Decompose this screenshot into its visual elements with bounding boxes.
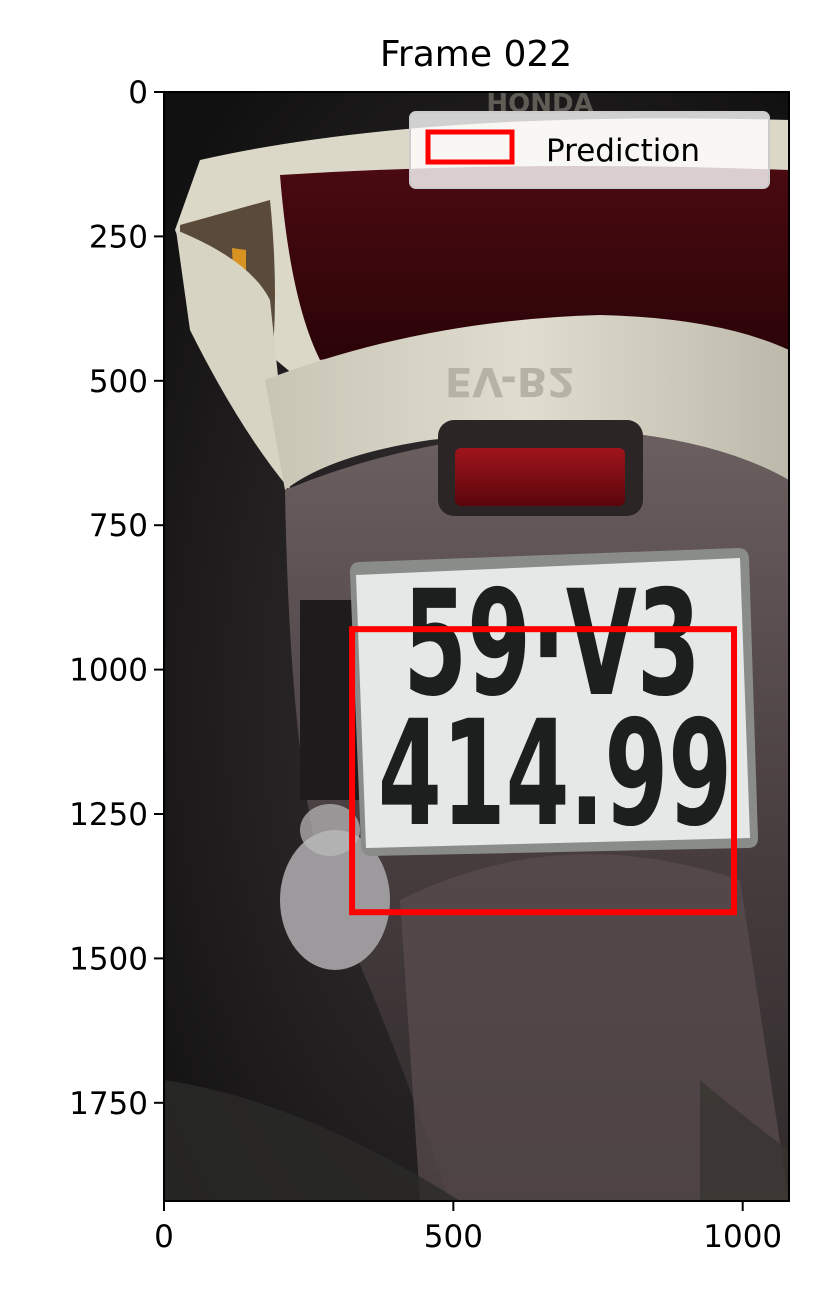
plate-line-2: 414.99 (378, 689, 732, 859)
legend-label-prediction: Prediction (546, 133, 700, 169)
x-tick-label: 500 (424, 1219, 483, 1255)
photo: EV-B2 59·V3 414.99 HONDA (164, 92, 789, 1201)
y-tick-label: 1250 (69, 797, 148, 833)
y-tick-label: 0 (128, 75, 148, 111)
y-tick-label: 1500 (69, 941, 148, 977)
legend-swatch-prediction (425, 129, 515, 165)
y-tick-label: 250 (89, 219, 148, 255)
y-tick-label: 1000 (69, 653, 148, 689)
license-plate: 59·V3 414.99 (350, 548, 758, 859)
reflected-plate-text: EV-B2 (445, 358, 575, 404)
legend: Prediction (409, 111, 770, 189)
y-tick-label: 1750 (69, 1086, 148, 1122)
y-tick-label: 500 (89, 364, 148, 400)
plate-line-1: 59·V3 (403, 559, 701, 729)
y-axis: 0 250 500 750 1000 1250 1500 1750 (69, 75, 164, 1122)
prediction-box (349, 626, 738, 916)
x-tick-label: 1000 (703, 1219, 782, 1255)
x-axis: 0 500 1000 (154, 1201, 782, 1255)
svg-text:EV-B2: EV-B2 (445, 358, 575, 404)
chart-title: Frame 022 (380, 34, 572, 75)
x-tick-label: 0 (154, 1219, 174, 1255)
axes-frame (163, 91, 790, 1202)
y-tick-label: 750 (89, 508, 148, 544)
